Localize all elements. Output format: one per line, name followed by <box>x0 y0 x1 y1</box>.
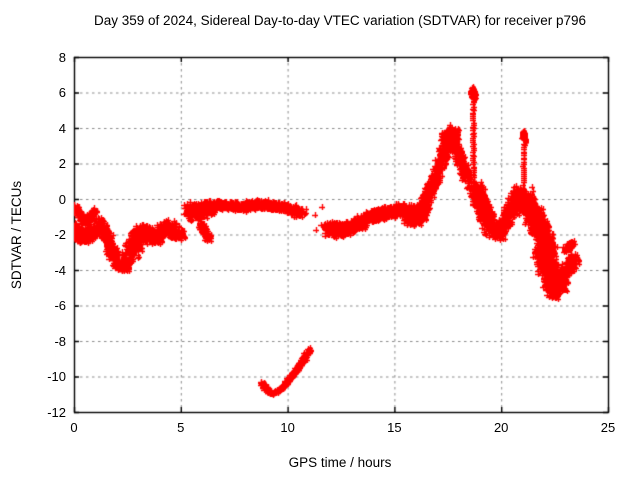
x-tick-label: 0 <box>70 420 78 435</box>
y-tick-label: -2 <box>54 227 66 242</box>
y-tick-label: -6 <box>54 298 66 313</box>
y-tick-label: -8 <box>54 333 66 349</box>
y-tick-label: 8 <box>58 49 66 65</box>
x-tick-label: 15 <box>387 420 402 435</box>
y-tick-label: 2 <box>58 156 66 171</box>
y-tick-label: 0 <box>58 191 66 207</box>
x-tick-label: 25 <box>600 420 616 435</box>
y-tick-label: 4 <box>58 120 66 136</box>
y-tick-label: -4 <box>54 262 66 278</box>
y-tick-label: -12 <box>47 404 66 420</box>
x-tick-label: 5 <box>177 420 185 435</box>
x-tick-label: 10 <box>280 420 295 435</box>
x-axis-label: GPS time / hours <box>288 455 392 470</box>
y-tick-label: -10 <box>47 369 66 384</box>
y-tick-label: 6 <box>58 85 66 100</box>
chart-title: Day 359 of 2024, Sidereal Day-to-day VTE… <box>94 13 586 28</box>
x-tick-label: 20 <box>493 420 509 435</box>
